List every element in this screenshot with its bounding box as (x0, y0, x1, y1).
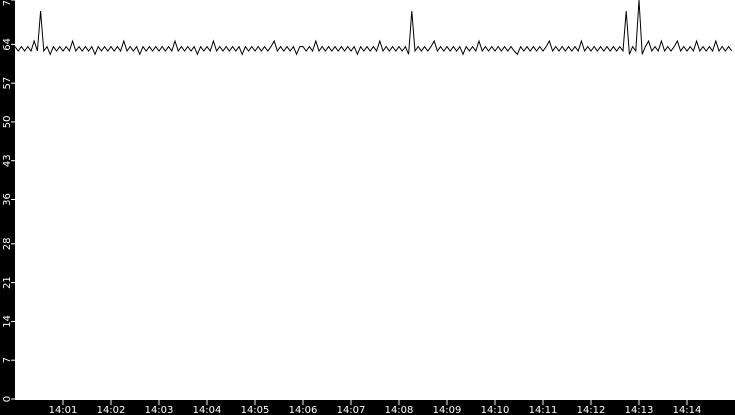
x-tick-label: 14:11 (529, 405, 558, 415)
x-axis: 14:01 14:02 14:03 14:04 14:05 14:06 14:07 14:08… (49, 400, 702, 415)
x-tick-label: 14:10 (481, 405, 510, 415)
y-tick-label: 43 (2, 154, 13, 167)
y-tick-label: 7 (2, 357, 13, 363)
x-tick-label: 14:14 (673, 405, 702, 415)
x-tick-label: 14:05 (241, 405, 270, 415)
x-tick-label: 14:02 (97, 405, 126, 415)
x-tick-label: 14:01 (49, 405, 78, 415)
y-tick-label: 57 (2, 77, 13, 90)
y-tick-label: 72 (2, 0, 13, 6)
x-tick-label: 14:12 (577, 405, 606, 415)
x-tick-label: 14:04 (193, 405, 222, 415)
y-tick-label: 0 (2, 396, 13, 402)
x-tick-label: 14:06 (289, 405, 318, 415)
y-tick-label: 14 (2, 315, 13, 328)
series-line (14, 0, 733, 56)
x-tick-label: 14:13 (625, 405, 654, 415)
y-tick-label: 28 (2, 237, 13, 250)
y-tick-label: 64 (2, 38, 13, 51)
x-tick-label: 14:09 (433, 405, 462, 415)
y-tick-label: 36 (2, 193, 13, 206)
plot-area (15, 0, 735, 400)
y-tick-label: 21 (2, 276, 13, 289)
x-tick-label: 14:08 (385, 405, 414, 415)
x-tick-label: 14:03 (145, 405, 174, 415)
y-tick-label: 50 (2, 116, 13, 129)
x-tick-label: 14:07 (337, 405, 366, 415)
y-axis: 0 7 14 21 28 36 43 50 57 64 72 (2, 0, 15, 402)
